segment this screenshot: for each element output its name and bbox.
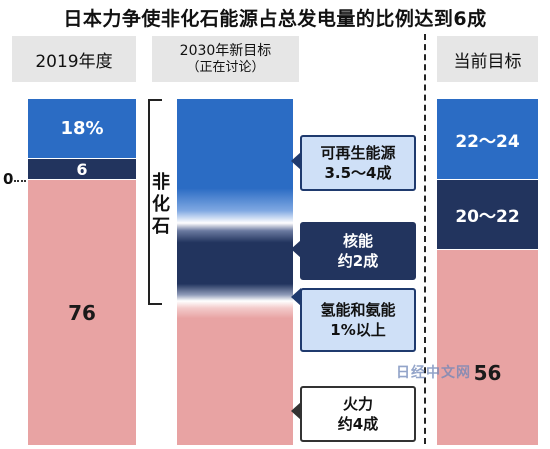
bar-2030 [177, 99, 293, 445]
header-current-label: 当前目标 [453, 51, 522, 72]
dashed-separator [424, 34, 426, 444]
bar-2019-nuclear: 6 [28, 159, 136, 179]
chart-title: 日本力争使非化石能源占总发电量的比例达到6成 [63, 8, 487, 30]
callout-thermal-line1: 火力 [342, 395, 373, 413]
header-2030: 2030年新目标 （正在讨论） [152, 36, 299, 82]
callout-nuclear: 核能 约2成 [300, 222, 416, 280]
header-2030-line2: （正在讨论） [186, 59, 265, 75]
bar-2019-renewable: 18% [28, 99, 136, 158]
non-fossil-label: 非化石 [150, 172, 172, 238]
bar-2019: 18% 6 76 [28, 99, 136, 445]
callout-renewable-line1: 可再生能源 [320, 144, 396, 162]
bar-current-renewable-label: 22～24 [455, 131, 520, 152]
callout-hydrogen-line2: 1%以上 [330, 321, 386, 339]
bar-2019-renewable-label: 18% [60, 118, 104, 139]
connector-nuclear [291, 240, 301, 258]
header-2030-line1: 2030年新目标 [179, 42, 272, 59]
bar-current: 22～24 20～22 56 [437, 99, 538, 445]
header-current: 当前目标 [437, 36, 538, 82]
zero-tick [14, 180, 26, 182]
bar-2030-thermal [177, 301, 293, 445]
header-2019-label: 2019年度 [35, 51, 113, 72]
connector-renewable [291, 152, 301, 170]
watermark-logo: 日经中文网 [396, 365, 471, 381]
bar-2030-nuclear [177, 223, 293, 301]
bar-2019-thermal-label: 76 [68, 300, 96, 325]
bar-current-thermal-label: 56 [473, 360, 502, 385]
callout-renewable: 可再生能源 3.5～4成 [300, 135, 416, 191]
callout-hydrogen-line1: 氢能和氨能 [320, 301, 396, 319]
connector-hydrogen [291, 288, 301, 306]
non-fossil-bracket [148, 99, 162, 305]
callout-thermal: 火力 约4成 [300, 386, 416, 442]
bar-2030-renewable [177, 99, 293, 223]
connector-thermal [291, 402, 301, 420]
header-2019: 2019年度 [12, 36, 136, 82]
callout-thermal-line2: 约4成 [337, 415, 379, 433]
bar-current-nuclear: 20～22 [437, 180, 538, 249]
callout-hydrogen: 氢能和氨能 1%以上 [300, 288, 416, 352]
bar-2019-thermal: 76 [28, 180, 136, 445]
zero-label: 0 [3, 170, 14, 188]
bar-current-renewable: 22～24 [437, 99, 538, 179]
callout-renewable-line2: 3.5～4成 [324, 164, 392, 182]
bar-current-thermal: 56 [437, 250, 538, 445]
callout-nuclear-line2: 约2成 [337, 252, 379, 270]
bar-current-nuclear-label: 20～22 [455, 207, 520, 227]
bar-2019-nuclear-label: 6 [76, 159, 88, 179]
callout-nuclear-line1: 核能 [342, 232, 373, 250]
